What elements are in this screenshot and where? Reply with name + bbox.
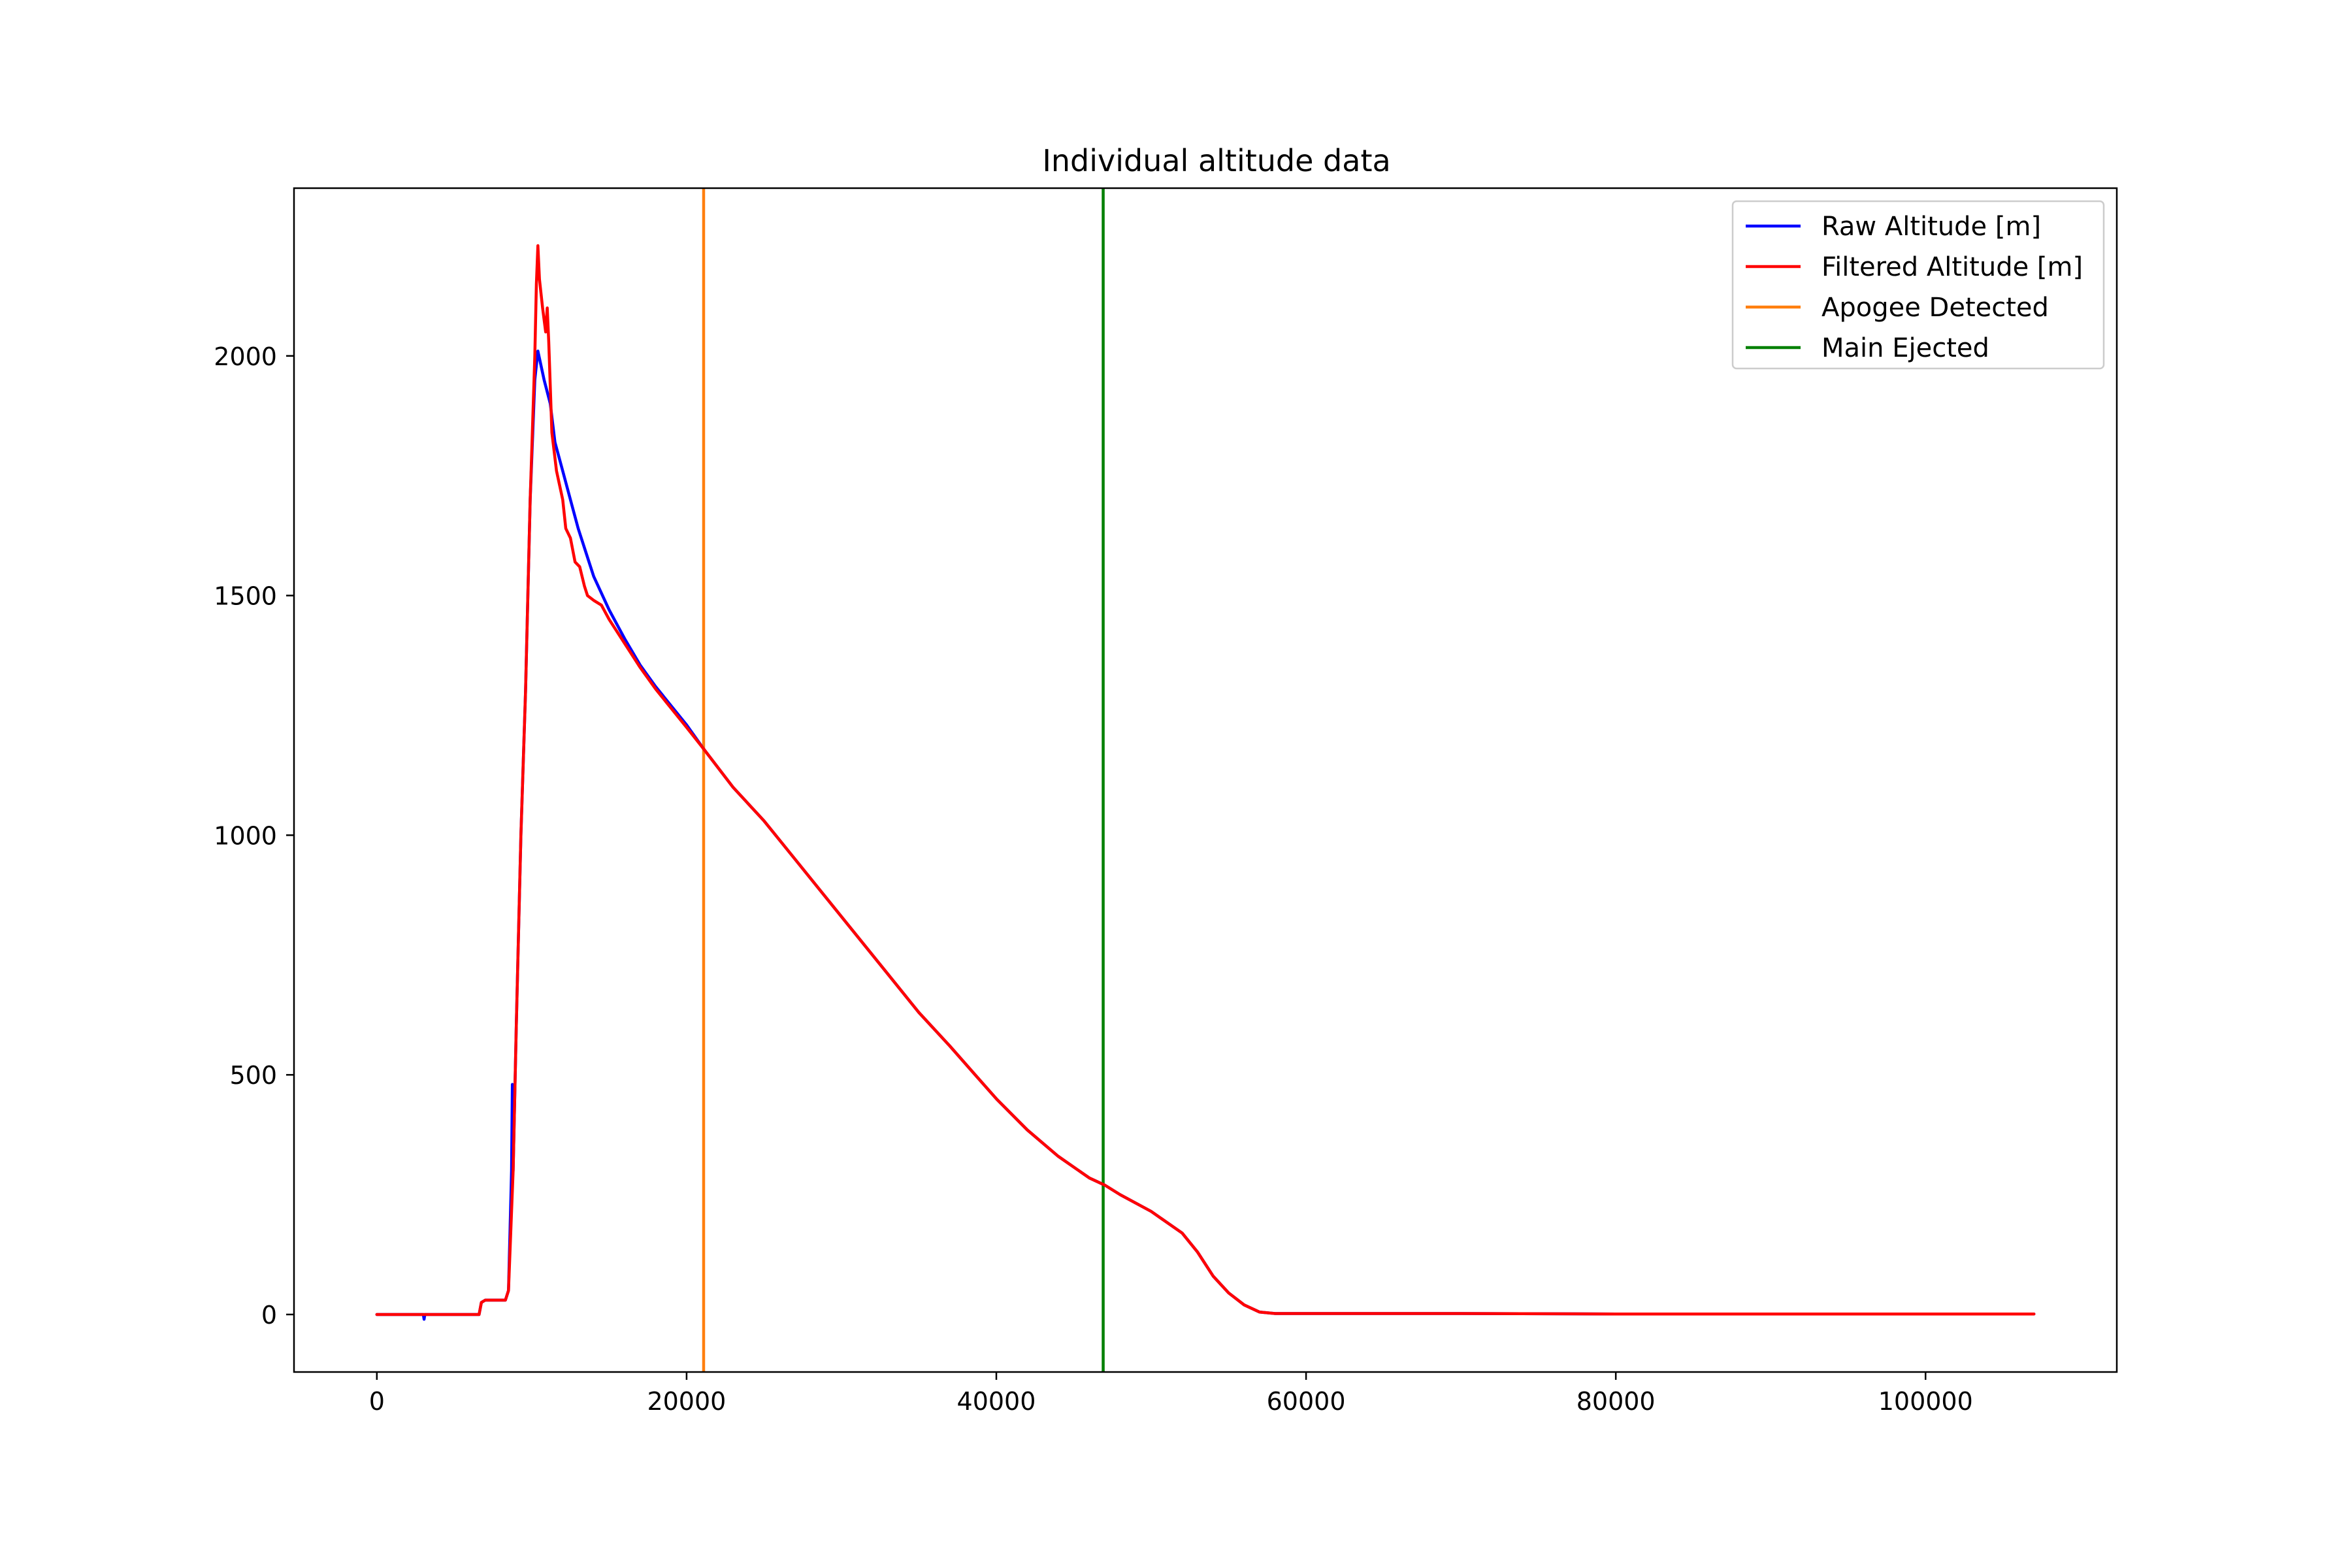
legend: Raw Altitude [m] Filtered Altitude [m] Apo… — [1731, 200, 2105, 370]
series-line-filtered-altitude-m — [375, 244, 2036, 1316]
y-tick-label: 1500 — [214, 582, 277, 611]
y-tick-label: 500 — [229, 1061, 277, 1090]
legend-label: Filtered Altitude [m] — [1821, 252, 2083, 282]
x-tick-label: 0 — [369, 1387, 385, 1416]
legend-box — [1731, 200, 2105, 370]
plot-frame — [293, 187, 2118, 1373]
y-tick-label: 1000 — [214, 821, 277, 850]
legend-label: Main Ejected — [1821, 333, 1989, 363]
legend-label: Raw Altitude [m] — [1821, 212, 2041, 242]
x-tick-label: 20000 — [647, 1387, 726, 1416]
chart-title: Individual altitude data — [1042, 143, 1390, 178]
y-axis: 0 500 1000 1500 2000 — [214, 342, 294, 1330]
x-tick-label: 60000 — [1267, 1387, 1346, 1416]
x-tick-label: 80000 — [1576, 1387, 1656, 1416]
legend-label: Apogee Detected — [1821, 293, 2049, 323]
series-layer — [375, 188, 2036, 1372]
x-tick-label: 100000 — [1878, 1387, 1973, 1416]
x-tick-label: 40000 — [957, 1387, 1036, 1416]
y-tick-label: 0 — [261, 1301, 277, 1330]
y-tick-label: 2000 — [214, 342, 277, 371]
x-axis: 0 20000 40000 60000 80000 100000 — [369, 1372, 1973, 1416]
plot-area — [293, 187, 2118, 1373]
